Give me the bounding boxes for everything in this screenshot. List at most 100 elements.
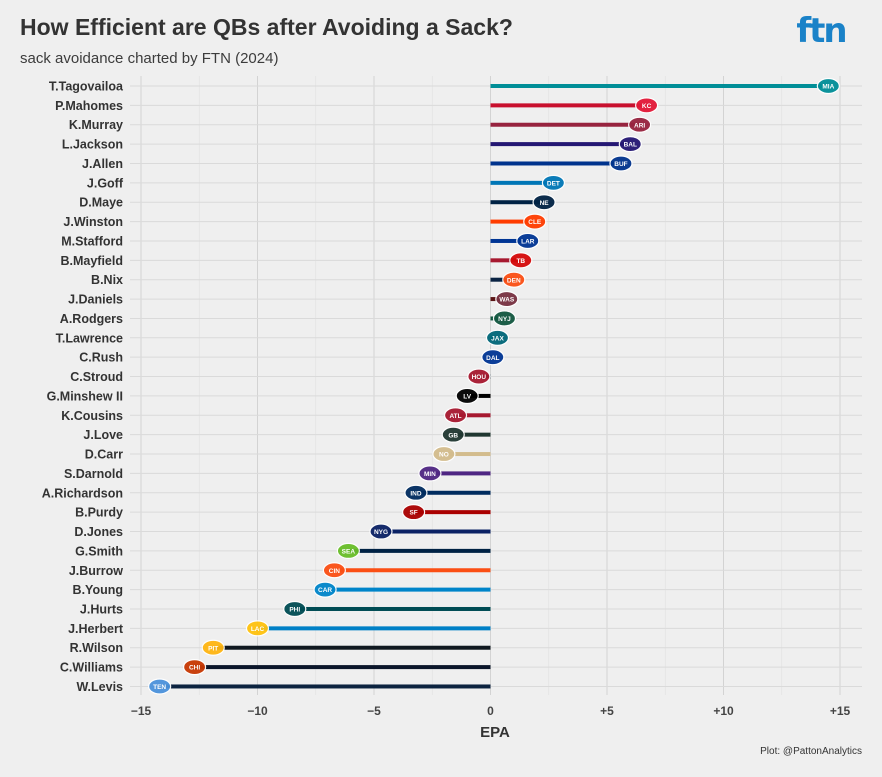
svg-text:LAC: LAC [251, 626, 265, 633]
bar-b-nix [490, 277, 514, 282]
bar-p-mahomes [490, 103, 647, 108]
bar-w-levis [159, 684, 491, 689]
team-logo-icon: LAR [516, 232, 540, 250]
x-tick-label: +5 [600, 704, 614, 718]
svg-text:LAR: LAR [521, 239, 535, 246]
svg-text:PHI: PHI [289, 607, 300, 614]
team-logo-icon: ATL [443, 407, 468, 424]
svg-text:MIN: MIN [424, 471, 436, 478]
y-tick-label: K.Murray [69, 118, 123, 132]
y-tick-label: B.Purdy [75, 506, 123, 520]
y-tick-label: T.Lawrence [56, 331, 123, 345]
svg-text:CAR: CAR [318, 587, 332, 594]
y-tick-label: B.Mayfield [60, 254, 123, 268]
y-axis-labels: T.Tagovailoa P.Mahomes K.Murray L.Jackson J.… [42, 80, 124, 694]
y-tick-label: D.Maye [79, 196, 123, 210]
team-logo-icon: DAL [481, 349, 505, 366]
svg-text:CHI: CHI [189, 665, 200, 672]
plot-credit: Plot: @PattonAnalytics [760, 746, 862, 757]
x-tick-label: +15 [830, 704, 851, 718]
bar-b-mayfield [490, 258, 521, 263]
bar-b-purdy [413, 510, 491, 515]
bar-t-tagovailoa [490, 84, 829, 88]
bar-c-williams [194, 665, 491, 670]
team-logo-icon: NO [432, 445, 456, 463]
svg-text:ATL: ATL [449, 413, 461, 420]
team-logo-icon: DET [541, 174, 566, 191]
y-tick-label: J.Herbert [68, 622, 124, 636]
bar-m-stafford [490, 238, 528, 243]
svg-text:KC: KC [642, 103, 652, 110]
team-logo-icon: DEN [502, 271, 526, 288]
y-tick-label: J.Daniels [68, 293, 123, 307]
bar-j-herbert [257, 626, 491, 631]
svg-text:NE: NE [540, 200, 550, 207]
svg-text:GB: GB [448, 432, 458, 439]
x-tick-label: 0 [487, 704, 494, 718]
team-logo-icon: CIN [322, 562, 346, 579]
team-logo-icon: MIN [418, 465, 442, 482]
team-logo-icon: CAR [313, 581, 337, 598]
bar-b-young [325, 587, 491, 592]
y-tick-label: A.Rodgers [60, 312, 123, 326]
chart-subtitle: sack avoidance charted by FTN (2024) [20, 50, 279, 67]
team-logo-icon: ARI [628, 116, 652, 133]
svg-text:WAS: WAS [499, 297, 514, 304]
bar-j-hurts [294, 606, 491, 611]
bar-r-wilson [213, 645, 491, 650]
y-tick-label: G.Smith [75, 544, 123, 558]
team-logo-icon: CHI [182, 658, 207, 676]
team-logo-icon: LAC [245, 620, 270, 637]
svg-text:IND: IND [410, 490, 422, 497]
svg-text:CIN: CIN [329, 568, 341, 575]
team-logo-icon: PIT [201, 639, 225, 656]
y-tick-label: L.Jackson [62, 138, 123, 152]
y-tick-label: C.Rush [79, 351, 123, 365]
svg-text:BAL: BAL [624, 142, 637, 149]
y-tick-label: J.Goff [87, 176, 124, 190]
y-tick-label: D.Jones [74, 525, 123, 539]
y-tick-label: J.Winston [63, 215, 123, 229]
bar-g-smith [348, 548, 491, 553]
team-logo-icon: HOU [467, 368, 491, 385]
y-tick-label: S.Darnold [64, 467, 123, 481]
y-tick-label: A.Richardson [42, 486, 123, 500]
y-tick-label: J.Hurts [80, 602, 123, 616]
x-tick-label: −5 [367, 704, 381, 718]
team-logo-icon: WAS [495, 290, 519, 308]
svg-text:DET: DET [547, 180, 560, 187]
y-tick-label: T.Tagovailoa [49, 80, 124, 94]
svg-text:HOU: HOU [472, 374, 487, 381]
bar-d-maye [490, 200, 545, 205]
y-tick-label: J.Burrow [69, 564, 123, 578]
y-tick-label: B.Young [73, 583, 123, 597]
team-logo-icon: KC [635, 97, 659, 114]
chart-title: How Efficient are QBs after Avoiding a S… [20, 14, 513, 40]
svg-text:NO: NO [439, 452, 449, 459]
team-logo-icon: NYG [369, 523, 393, 540]
bar-a-richardson [415, 490, 491, 495]
team-logo-icon: SEA [336, 542, 360, 559]
y-tick-label: D.Carr [85, 448, 123, 462]
svg-text:ARI: ARI [634, 122, 645, 129]
team-logo-icon: NE [532, 194, 556, 211]
team-logo-icon: GB [441, 426, 465, 443]
y-tick-label: G.Minshew II [47, 389, 123, 403]
bar-k-murray [490, 122, 640, 127]
y-tick-label: W.Levis [76, 680, 123, 694]
svg-text:LV: LV [463, 394, 471, 401]
svg-text:DAL: DAL [486, 355, 499, 362]
team-logo-icon: PHI [283, 600, 307, 618]
team-logo-icon: JAX [485, 329, 510, 346]
y-tick-label: P.Mahomes [55, 99, 123, 113]
team-logo-icon: TEN [148, 678, 172, 695]
bar-d-jones [380, 529, 491, 534]
bar-j-burrow [334, 568, 491, 573]
team-logo-icon: IND [404, 484, 428, 501]
bar-j-allen [490, 161, 621, 166]
bar-j-love [453, 432, 491, 437]
svg-text:BUF: BUF [614, 161, 627, 168]
y-tick-label: K.Cousins [61, 409, 123, 423]
svg-text:NYJ: NYJ [498, 316, 511, 323]
